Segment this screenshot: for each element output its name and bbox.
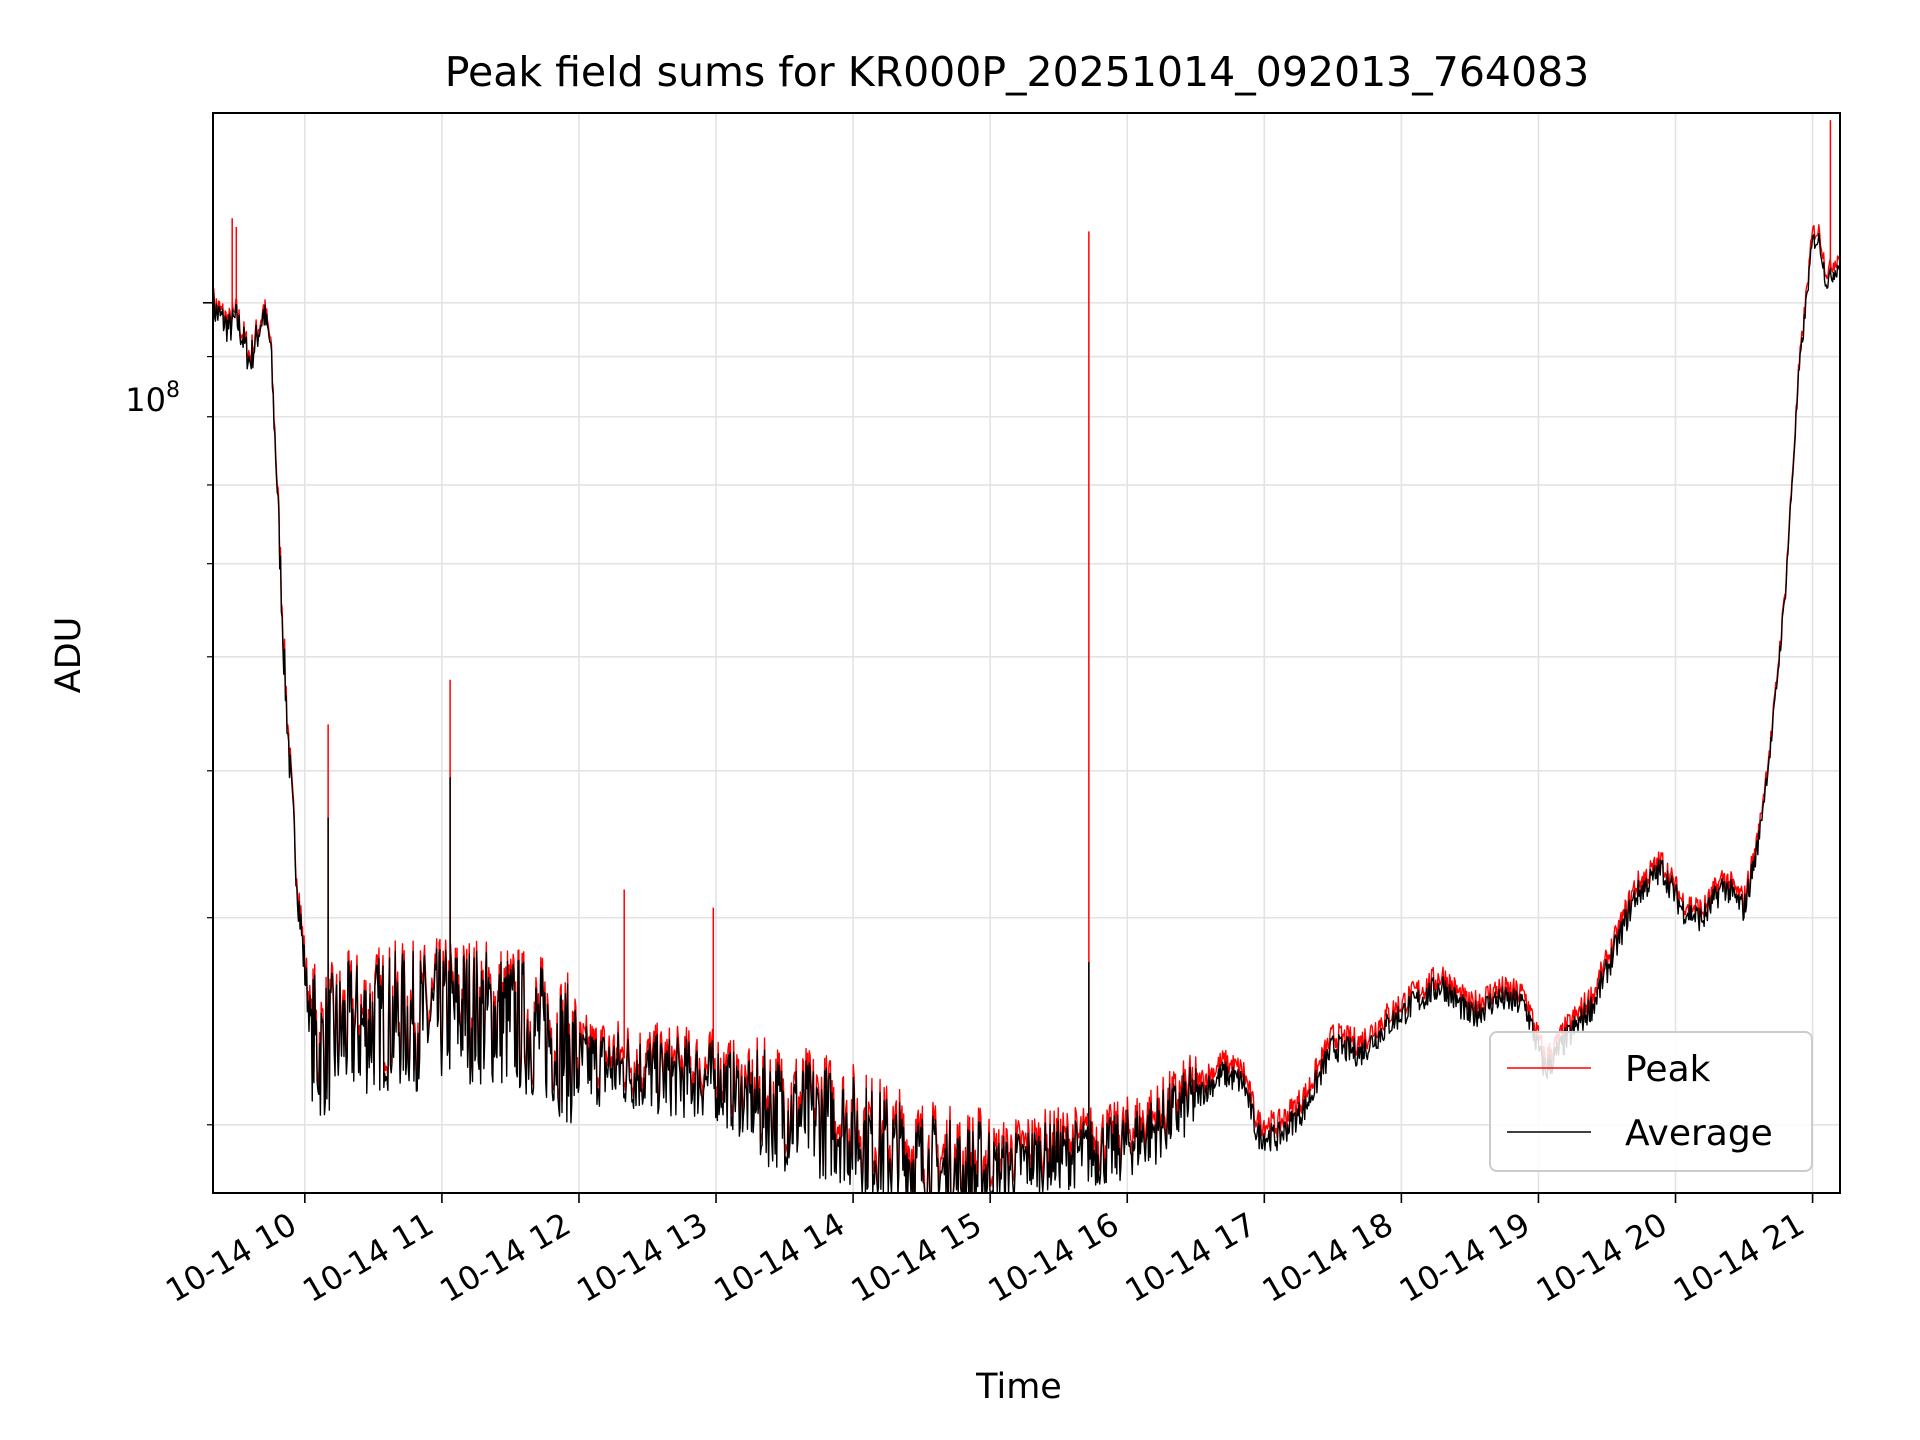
legend-average-label: Average <box>1625 1113 1773 1154</box>
y-axis-label: ADU <box>49 617 89 694</box>
series-layer <box>212 120 1841 1194</box>
grid <box>213 113 1840 1193</box>
svg-text:108: 108 <box>125 378 180 419</box>
axes-frame <box>212 112 1841 1194</box>
y-tick-exponent: 8 <box>166 378 180 403</box>
legend-peak-label: Peak <box>1625 1049 1711 1090</box>
y-tick-label-1e8: 108 <box>125 378 180 419</box>
legend-box <box>1489 1031 1813 1172</box>
series-line-average <box>212 233 1841 1194</box>
chart-title: Peak field sums for KR000P_20251014_0920… <box>445 48 1590 96</box>
x-axis-label: Time <box>975 1367 1062 1407</box>
legend: Peak Average <box>1489 1031 1813 1172</box>
y-tick-base: 10 <box>125 381 166 419</box>
